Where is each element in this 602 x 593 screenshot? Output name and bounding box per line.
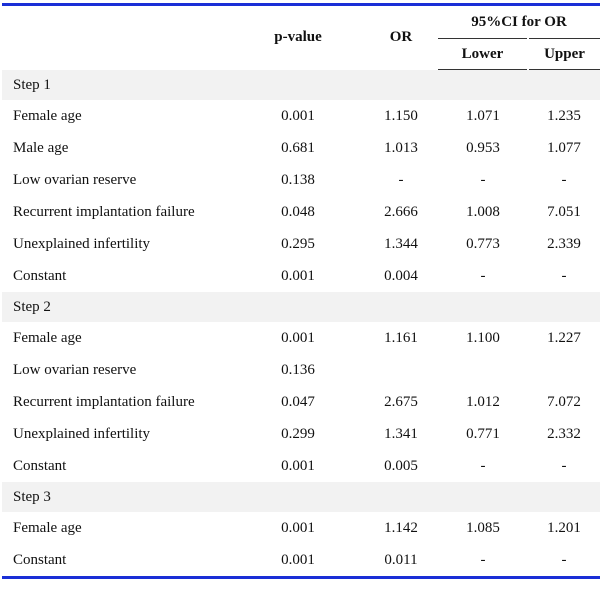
ci-upper-cell xyxy=(528,354,600,386)
header-variable xyxy=(2,5,232,70)
ci-lower-cell: - xyxy=(480,551,486,568)
variable-cell: Low ovarian reserve xyxy=(13,171,137,188)
table-row: Unexplained infertility 0.299 1.341 0.771 2.… xyxy=(2,418,600,450)
or-cell: 1.161 xyxy=(384,329,418,346)
p-value-cell: 0.001 xyxy=(281,329,315,346)
or-cell: 2.666 xyxy=(384,203,418,220)
p-value-cell: 0.001 xyxy=(281,107,315,124)
p-value-cell: 0.048 xyxy=(281,203,315,220)
table-row: Low ovarian reserve 0.136 xyxy=(2,354,600,386)
ci-lower-cell: - xyxy=(480,457,486,474)
variable-cell: Recurrent implantation failure xyxy=(13,393,195,410)
or-cell: 1.013 xyxy=(384,139,418,156)
section-row-step-3: Step 3 xyxy=(2,482,600,512)
ci-upper-cell: 1.201 xyxy=(547,519,581,536)
table-row: Recurrent implantation failure 0.048 2.666… xyxy=(2,196,600,228)
table-row: Constant 0.001 0.004 - - xyxy=(2,260,600,292)
section-label: Step 1 xyxy=(2,69,600,100)
variable-cell: Constant xyxy=(13,267,67,284)
p-value-cell: 0.047 xyxy=(281,393,315,410)
table-row: Female age 0.001 1.161 1.100 1.227 xyxy=(2,322,600,354)
header-ci: 95%CI for OR xyxy=(471,13,567,30)
ci-upper-cell: - xyxy=(561,267,567,284)
section-label: Step 3 xyxy=(2,482,600,512)
table-row: Unexplained infertility 0.295 1.344 0.773 2.… xyxy=(2,228,600,260)
ci-lower-cell xyxy=(438,354,528,386)
table-row: Female age 0.001 1.142 1.085 1.201 xyxy=(2,512,600,544)
variable-cell: Constant xyxy=(13,551,67,568)
table-row: Recurrent implantation failure 0.047 2.675… xyxy=(2,386,600,418)
header-lower: Lower xyxy=(438,38,528,70)
or-cell: 0.011 xyxy=(384,551,418,568)
or-cell: - xyxy=(398,171,404,188)
ci-upper-cell: 2.332 xyxy=(547,425,581,442)
table-row: Female age 0.001 1.150 1.071 1.235 xyxy=(2,100,600,132)
or-cell: 1.150 xyxy=(384,107,418,124)
or-cell: 1.341 xyxy=(384,425,418,442)
ci-lower-cell: 1.071 xyxy=(466,107,500,124)
ci-lower-cell: 1.100 xyxy=(466,329,500,346)
ci-upper-cell: 1.235 xyxy=(547,107,581,124)
regression-table: p-value OR 95%CI for OR Lower Upper Step… xyxy=(2,3,600,579)
or-cell: 0.004 xyxy=(384,267,418,284)
table-row: Constant 0.001 0.011 - - xyxy=(2,544,600,578)
p-value-cell: 0.299 xyxy=(281,425,315,442)
variable-cell: Unexplained infertility xyxy=(13,425,151,442)
ci-lower-cell: - xyxy=(480,267,486,284)
table-body: Step 1 Female age 0.001 1.150 1.071 1.235 Male… xyxy=(2,69,600,578)
p-value-cell: 0.001 xyxy=(281,267,315,284)
p-value-cell: 0.138 xyxy=(281,171,315,188)
ci-upper-cell: 1.227 xyxy=(547,329,581,346)
or-cell: 0.005 xyxy=(384,457,418,474)
variable-cell: Unexplained infertility xyxy=(13,235,151,252)
header-upper: Upper xyxy=(527,38,600,70)
variable-cell: Male age xyxy=(13,139,69,156)
p-value-cell: 0.136 xyxy=(281,361,315,378)
variable-cell: Female age xyxy=(13,519,82,536)
ci-lower-cell: - xyxy=(480,171,486,188)
section-row-step-1: Step 1 xyxy=(2,69,600,100)
table-row: Low ovarian reserve 0.138 - - - xyxy=(2,164,600,196)
p-value-cell: 0.681 xyxy=(281,139,315,156)
ci-upper-cell: - xyxy=(561,457,567,474)
variable-cell: Recurrent implantation failure xyxy=(13,203,195,220)
p-value-cell: 0.001 xyxy=(281,551,315,568)
header-row: p-value OR 95%CI for OR xyxy=(2,4,600,45)
table-row: Male age 0.681 1.013 0.953 1.077 xyxy=(2,132,600,164)
section-row-step-2: Step 2 xyxy=(2,292,600,322)
or-cell: 1.142 xyxy=(384,519,418,536)
header-or: OR xyxy=(389,29,413,46)
variable-cell: Female age xyxy=(13,107,82,124)
ci-lower-cell: 1.012 xyxy=(466,393,500,410)
ci-lower-cell: 0.771 xyxy=(466,425,500,442)
ci-upper-cell: 1.077 xyxy=(547,139,581,156)
ci-upper-cell: 2.339 xyxy=(547,235,581,252)
ci-upper-cell: - xyxy=(561,171,567,188)
ci-upper-cell: - xyxy=(561,551,567,568)
or-cell xyxy=(364,354,438,386)
header-subrow: Lower Upper xyxy=(2,38,600,70)
ci-lower-cell: 0.953 xyxy=(466,139,500,156)
p-value-cell: 0.295 xyxy=(281,235,315,252)
ci-upper-cell: 7.072 xyxy=(547,393,581,410)
or-cell: 2.675 xyxy=(384,393,418,410)
header-p-value: p-value xyxy=(274,29,322,46)
p-value-cell: 0.001 xyxy=(281,519,315,536)
variable-cell: Constant xyxy=(13,457,67,474)
regression-table-container: p-value OR 95%CI for OR Lower Upper Step… xyxy=(2,3,600,579)
section-label: Step 2 xyxy=(2,292,600,322)
ci-lower-cell: 1.085 xyxy=(466,519,500,536)
ci-lower-cell: 0.773 xyxy=(466,235,500,252)
variable-cell: Female age xyxy=(13,329,82,346)
ci-lower-cell: 1.008 xyxy=(466,203,500,220)
table-row: Constant 0.001 0.005 - - xyxy=(2,450,600,482)
or-cell: 1.344 xyxy=(384,235,418,252)
ci-upper-cell: 7.051 xyxy=(547,203,581,220)
variable-cell: Low ovarian reserve xyxy=(13,361,137,378)
p-value-cell: 0.001 xyxy=(281,457,315,474)
